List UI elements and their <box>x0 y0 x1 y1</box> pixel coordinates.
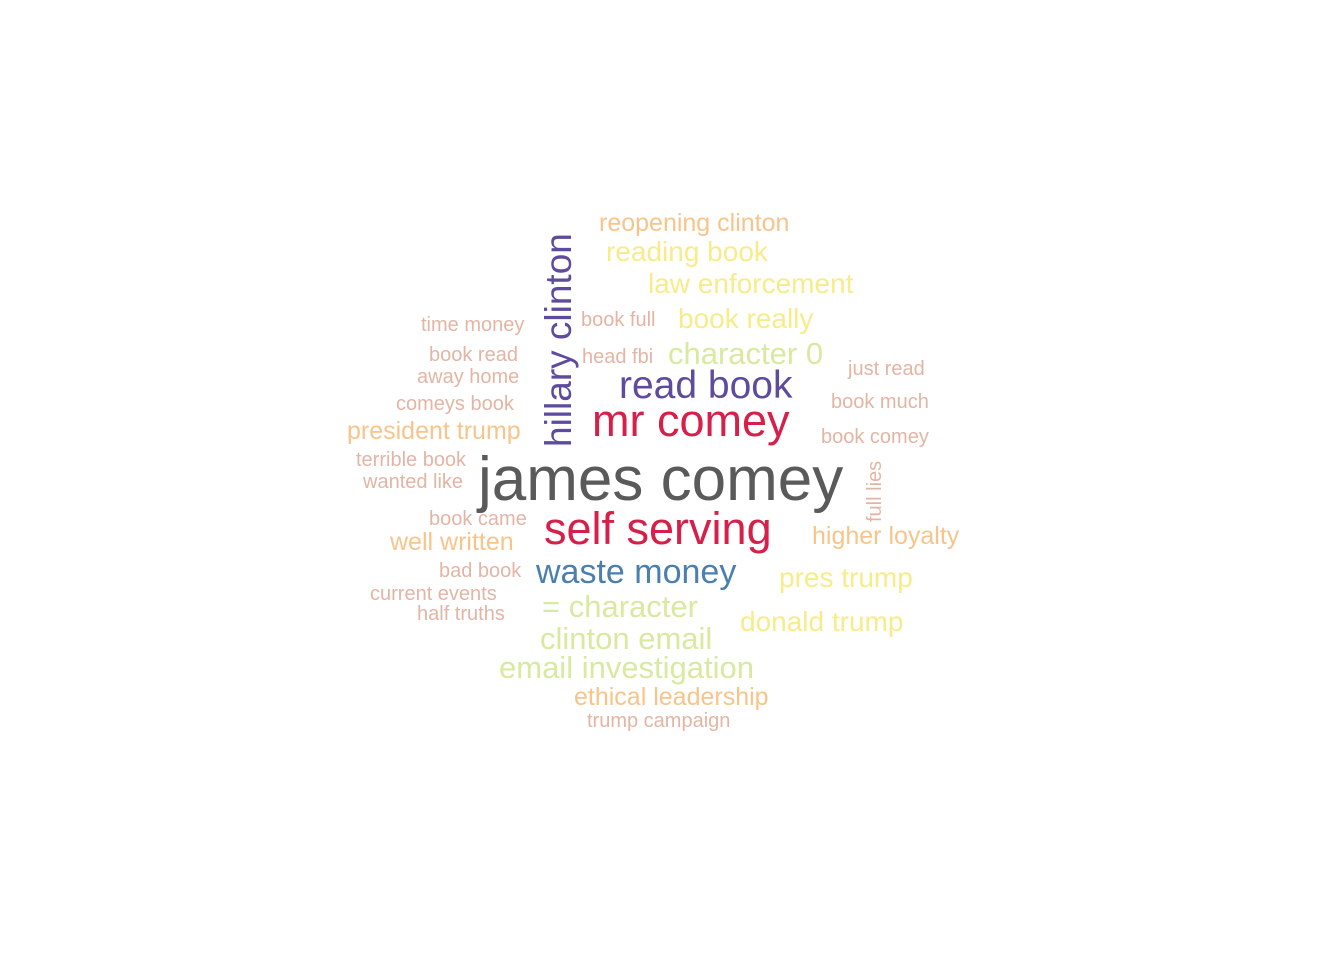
word-donald-trump: donald trump <box>740 606 904 637</box>
word-current-events: current events <box>370 583 497 605</box>
word-bad-book: bad book <box>439 560 522 582</box>
word-trump-campaign: trump campaign <box>587 710 731 732</box>
word-book-came: book came <box>429 508 527 530</box>
word-waste-money: waste money <box>536 553 737 591</box>
word-full-lies: full lies <box>864 460 886 522</box>
word-reading-book: reading book <box>606 236 768 267</box>
word-time-money: time money <box>421 314 525 336</box>
word-book-comey: book comey <box>821 426 929 448</box>
word-reopening-clinton: reopening clinton <box>599 209 790 237</box>
word-half-truths: half truths <box>417 603 505 625</box>
word-away-home: away home <box>417 366 520 388</box>
word-law-enforcement: law enforcement <box>648 268 854 299</box>
word-just-read: just read <box>848 358 925 380</box>
word-mr-comey: mr comey <box>592 395 790 446</box>
word-well-written: well written <box>390 528 514 556</box>
word-clinton-email: clinton email <box>540 621 713 656</box>
word-wanted-like: wanted like <box>363 471 464 493</box>
word-self-serving: self serving <box>544 503 772 554</box>
word-read-book: read book <box>619 364 793 407</box>
word-book-much: book much <box>831 391 929 413</box>
word-book-really: book really <box>678 303 814 334</box>
word-comeys-book: comeys book <box>396 393 514 415</box>
word-pres-trump: pres trump <box>779 562 913 593</box>
word-email-investigation: email investigation <box>499 650 755 685</box>
word-terrible-book: terrible book <box>356 449 467 471</box>
word-book-read: book read <box>429 344 518 366</box>
word-character-0: character 0 <box>668 336 824 371</box>
word-president-trump: president trump <box>347 417 521 445</box>
word-book-full: book full <box>581 309 656 331</box>
word-ethical-leadership: ethical leadership <box>574 683 769 711</box>
word-hillary-clinton: hillary clinton <box>538 233 579 447</box>
word-james-comey: james comey <box>478 445 844 514</box>
word-head-fbi: head fbi <box>582 346 654 368</box>
word-equals-character: = character <box>542 589 698 624</box>
word-higher-loyalty: higher loyalty <box>812 522 960 550</box>
